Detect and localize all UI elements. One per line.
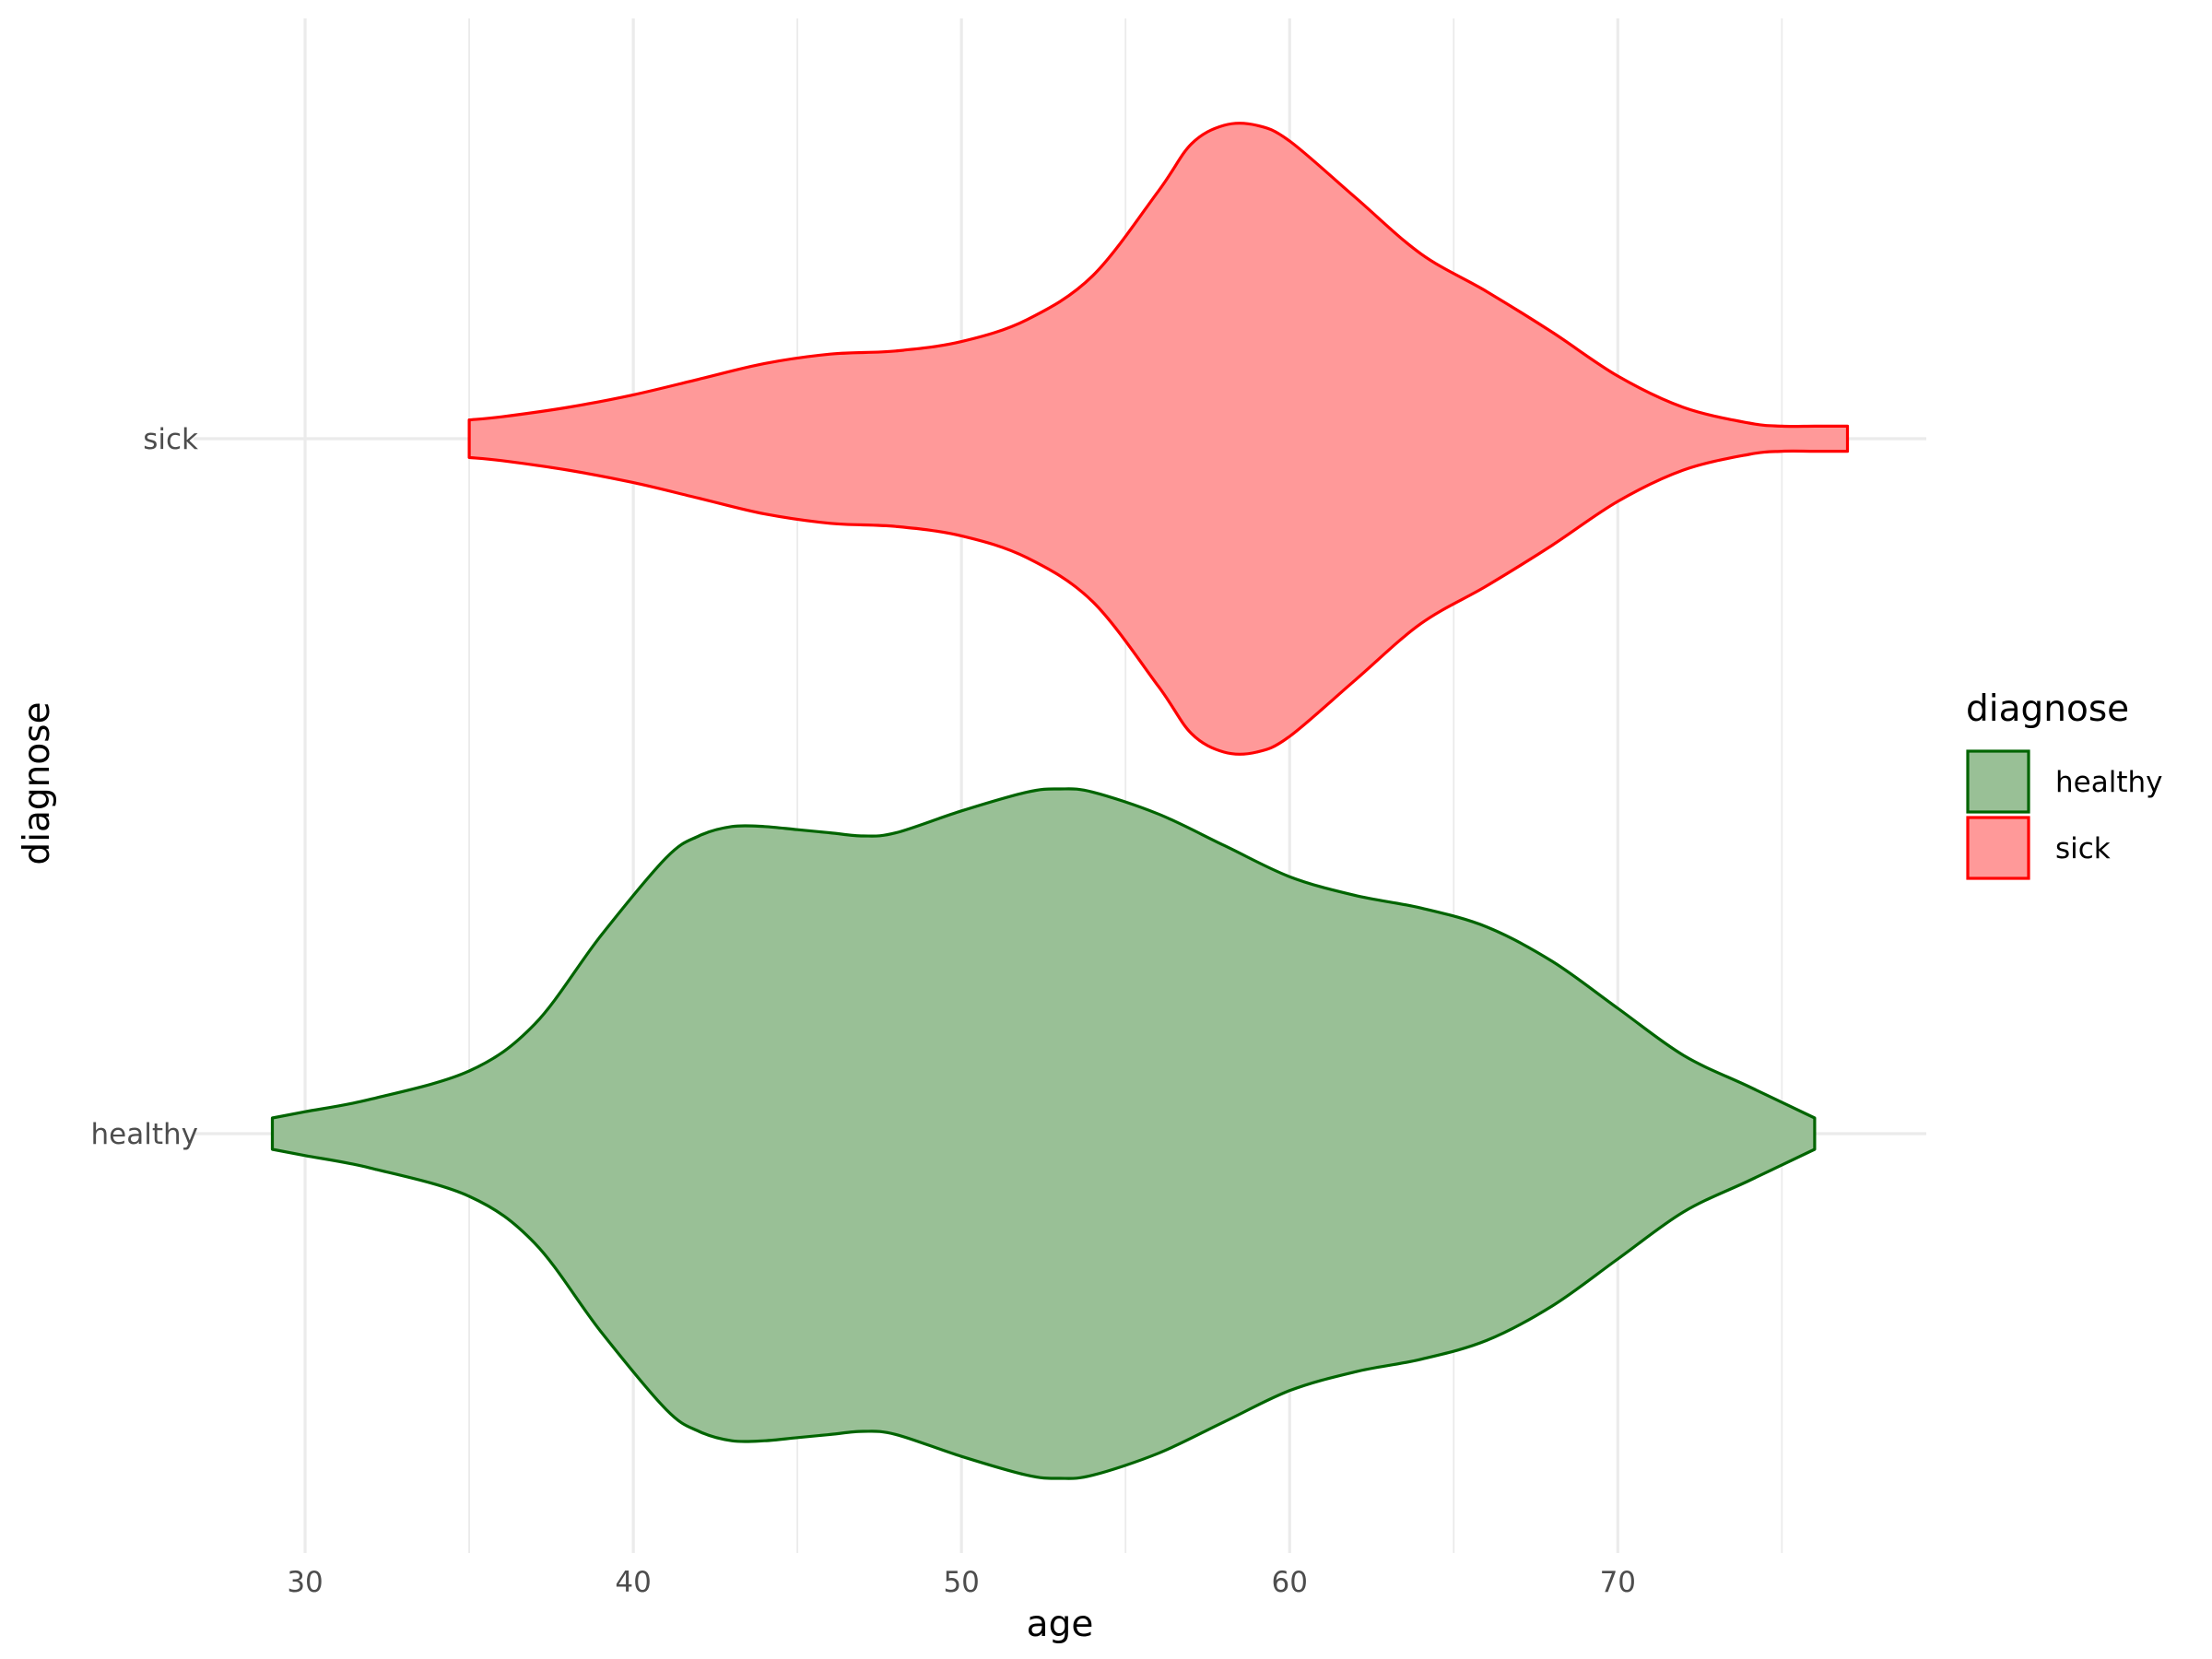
- legend-key-healthy: [1968, 751, 2029, 812]
- x-tick-label: 50: [943, 1566, 979, 1599]
- legend: diagnose healthy sick: [1966, 688, 2162, 878]
- violins: [273, 124, 1848, 1478]
- x-tick-label: 70: [1600, 1566, 1636, 1599]
- y-axis-title: diagnose: [17, 701, 58, 865]
- violin-healthy: [273, 789, 1815, 1478]
- x-tick-label: 30: [287, 1566, 323, 1599]
- legend-key-sick: [1968, 818, 2029, 878]
- legend-label: healthy: [2055, 766, 2162, 799]
- violin-sick: [469, 124, 1847, 755]
- y-tick-label: healthy: [91, 1118, 198, 1151]
- legend-title: diagnose: [1966, 688, 2129, 730]
- legend-label: sick: [2055, 832, 2111, 865]
- y-tick-label: sick: [143, 423, 198, 456]
- x-axis-title: age: [1027, 1604, 1094, 1645]
- x-tick-label: 40: [615, 1566, 651, 1599]
- x-tick-label: 60: [1272, 1566, 1308, 1599]
